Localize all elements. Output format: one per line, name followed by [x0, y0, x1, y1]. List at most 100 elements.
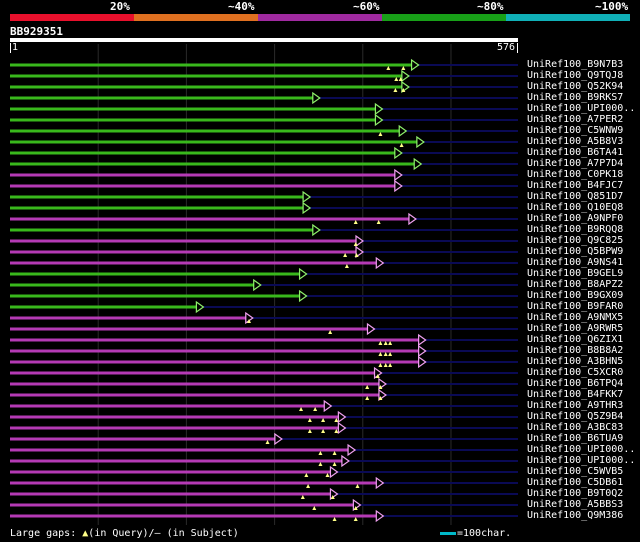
hit-label[interactable]: UniRef100_C5WNW9	[527, 125, 624, 136]
hit-arrow-head[interactable]	[374, 102, 384, 116]
hit-label[interactable]: UniRef100_Q6ZIX1	[527, 334, 624, 345]
hit-bar[interactable]	[10, 426, 340, 430]
hit-bar[interactable]	[10, 283, 255, 287]
hit-label[interactable]: UniRef100_A7P7D4	[527, 158, 624, 169]
hit-label[interactable]: UniRef100_C5DB61	[527, 477, 624, 488]
hit-label[interactable]: UniRef100_A3BC83	[527, 422, 624, 433]
hit-label[interactable]: UniRef100_A7PER2	[527, 114, 624, 125]
hit-arrow-head[interactable]	[394, 168, 403, 182]
hit-label[interactable]: UniRef100_A9RWR5	[527, 323, 624, 334]
hit-label[interactable]: UniRef100_A3BHN5	[527, 356, 624, 367]
hit-arrow-head[interactable]	[337, 421, 347, 435]
hit-bar[interactable]	[10, 85, 403, 89]
hit-arrow-head[interactable]	[298, 289, 308, 303]
hit-arrow-head[interactable]	[347, 443, 357, 457]
hit-label[interactable]: UniRef100_C5XCR0	[527, 367, 624, 378]
hit-label[interactable]: UniRef100_B9T0Q2	[527, 488, 624, 499]
hit-bar[interactable]	[10, 272, 301, 276]
hit-bar[interactable]	[10, 96, 314, 100]
hit-bar[interactable]	[10, 371, 376, 375]
hit-bar[interactable]	[10, 492, 332, 496]
hit-label[interactable]: UniRef100_B9RQQ8	[527, 224, 624, 235]
hit-label[interactable]: UniRef100_Q52K94	[527, 81, 624, 92]
hit-arrow-head[interactable]	[401, 69, 410, 83]
hit-bar[interactable]	[10, 459, 343, 463]
hit-arrow-head[interactable]	[302, 190, 312, 204]
hit-bar[interactable]	[10, 514, 378, 518]
hit-bar[interactable]	[10, 261, 378, 265]
hit-label[interactable]: UniRef100_B6TA41	[527, 147, 624, 158]
hit-arrow-head[interactable]	[329, 465, 339, 479]
hit-label[interactable]: UniRef100_B9GX09	[527, 290, 624, 301]
hit-bar[interactable]	[10, 305, 198, 309]
hit-bar[interactable]	[10, 239, 358, 243]
hit-arrow-head[interactable]	[416, 135, 425, 149]
hit-arrow-head[interactable]	[375, 509, 385, 523]
hit-arrow-head[interactable]	[394, 146, 403, 160]
hit-bar[interactable]	[10, 195, 305, 199]
hit-bar[interactable]	[10, 63, 413, 67]
hit-arrow-head[interactable]	[298, 267, 308, 281]
hit-label[interactable]: UniRef100_B4FKK7	[527, 389, 624, 400]
hit-bar[interactable]	[10, 118, 377, 122]
hit-arrow-head[interactable]	[418, 355, 427, 369]
hit-label[interactable]: UniRef100_B9FAR0	[527, 301, 624, 312]
hit-arrow-head[interactable]	[312, 223, 321, 237]
hit-label[interactable]: UniRef100_Q9M386	[527, 510, 624, 521]
hit-label[interactable]: UniRef100_A5B8V3	[527, 136, 624, 147]
hit-arrow-head[interactable]	[398, 124, 408, 138]
hit-arrow-head[interactable]	[418, 333, 427, 347]
hit-arrow-head[interactable]	[355, 245, 365, 259]
hit-arrow-head[interactable]	[195, 300, 205, 314]
hit-bar[interactable]	[10, 151, 396, 155]
hit-label[interactable]: UniRef100_B9RKS7	[527, 92, 624, 103]
hit-arrow-head[interactable]	[302, 201, 312, 215]
hit-label[interactable]: UniRef100_B4FJC7	[527, 180, 624, 191]
hit-bar[interactable]	[10, 349, 420, 353]
hit-label[interactable]: UniRef100_A9NS41	[527, 257, 624, 268]
hit-bar[interactable]	[10, 393, 380, 397]
hit-bar[interactable]	[10, 437, 276, 441]
hit-label[interactable]: UniRef100_A9NMX5	[527, 312, 624, 323]
hit-bar[interactable]	[10, 184, 396, 188]
hit-bar[interactable]	[10, 338, 420, 342]
hit-bar[interactable]	[10, 129, 401, 133]
hit-label[interactable]: UniRef100_A5BBS3	[527, 499, 624, 510]
hit-bar[interactable]	[10, 404, 326, 408]
hit-label[interactable]: UniRef100_UPI000..	[527, 444, 636, 455]
hit-bar[interactable]	[10, 360, 420, 364]
hit-arrow-head[interactable]	[312, 91, 321, 105]
hit-label[interactable]: UniRef100_B8B8A2	[527, 345, 624, 356]
hit-bar[interactable]	[10, 415, 340, 419]
hit-arrow-head[interactable]	[337, 410, 347, 424]
hit-label[interactable]: UniRef100_C0PK18	[527, 169, 624, 180]
hit-label[interactable]: UniRef100_C5WVB5	[527, 466, 624, 477]
hit-label[interactable]: UniRef100_B6TPQ4	[527, 378, 624, 389]
hit-bar[interactable]	[10, 294, 301, 298]
hit-label[interactable]: UniRef100_Q9C825	[527, 235, 624, 246]
hit-bar[interactable]	[10, 162, 416, 166]
hit-bar[interactable]	[10, 228, 314, 232]
hit-arrow-head[interactable]	[375, 256, 385, 270]
hit-label[interactable]: UniRef100_B8APZ2	[527, 279, 624, 290]
hit-label[interactable]: UniRef100_B9GEL9	[527, 268, 624, 279]
hit-label[interactable]: UniRef100_B6TUA9	[527, 433, 624, 444]
hit-label[interactable]: UniRef100_Q851D7	[527, 191, 624, 202]
hit-label[interactable]: UniRef100_A9NPF0	[527, 213, 624, 224]
hit-label[interactable]: UniRef100_Q9TQJ8	[527, 70, 624, 81]
hit-bar[interactable]	[10, 250, 358, 254]
hit-label[interactable]: UniRef100_UPI000..	[527, 103, 636, 114]
hit-label[interactable]: UniRef100_Q10EQ8	[527, 202, 624, 213]
hit-bar[interactable]	[10, 173, 396, 177]
hit-arrow-head[interactable]	[375, 476, 385, 490]
hit-arrow-head[interactable]	[374, 113, 384, 127]
hit-arrow-head[interactable]	[394, 179, 403, 193]
hit-arrow-head[interactable]	[410, 58, 420, 72]
hit-arrow-head[interactable]	[408, 212, 417, 226]
hit-bar[interactable]	[10, 316, 247, 320]
hit-arrow-head[interactable]	[355, 234, 365, 248]
hit-arrow-head[interactable]	[274, 432, 283, 446]
hit-label[interactable]: UniRef100_Q5BPW9	[527, 246, 624, 257]
hit-bar[interactable]	[10, 74, 403, 78]
hit-bar[interactable]	[10, 470, 332, 474]
